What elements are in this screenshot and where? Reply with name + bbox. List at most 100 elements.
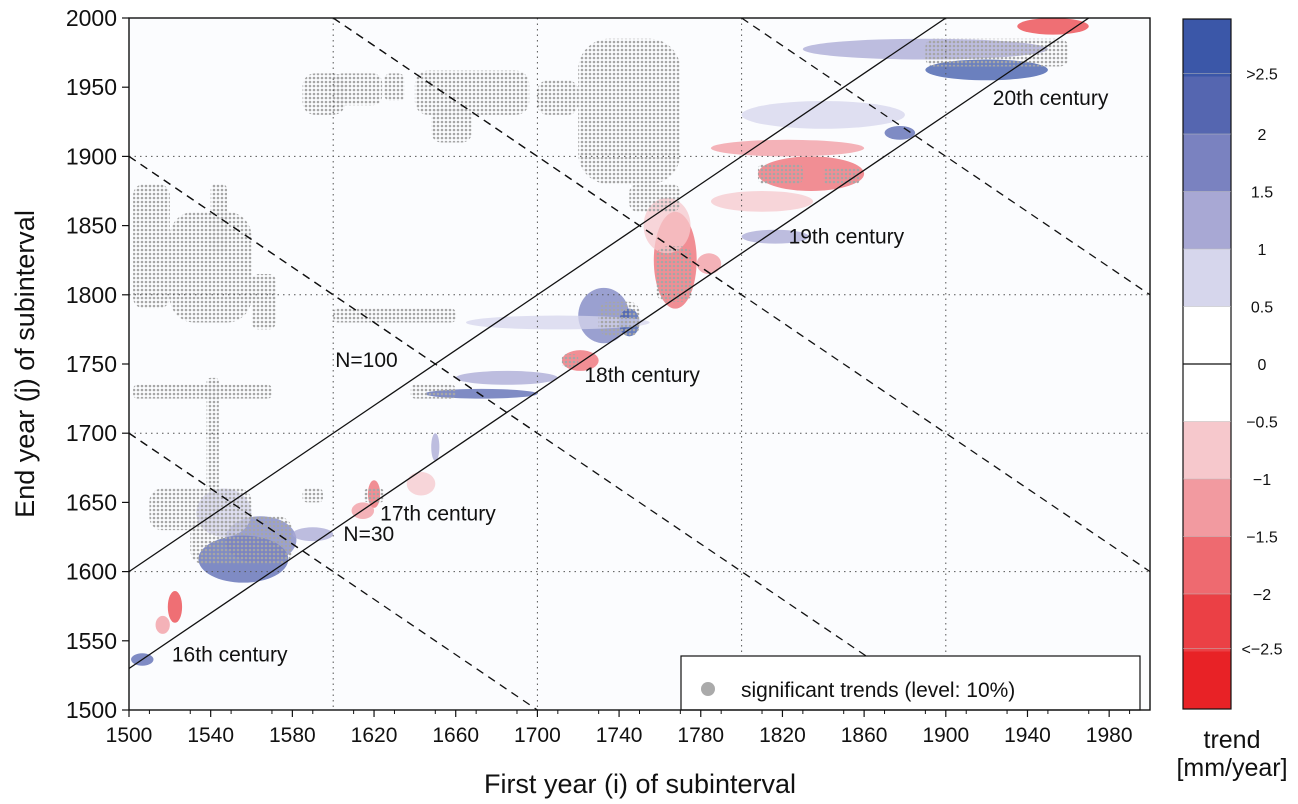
colorbar-tick-label: −0.5 xyxy=(1246,415,1278,432)
significant-trend-region xyxy=(302,488,323,503)
colorbar-tick-label: 0.5 xyxy=(1251,300,1273,317)
colorbar-band xyxy=(1183,479,1231,537)
trend-patch xyxy=(155,615,170,634)
x-tick-label: 1660 xyxy=(432,724,479,747)
trend-patch xyxy=(884,125,916,140)
colorbar-tick-label: 0 xyxy=(1258,357,1267,374)
in-plot-label: 20th century xyxy=(993,87,1109,110)
colorbar-tick-label: 1.5 xyxy=(1251,185,1273,202)
legend-box xyxy=(680,655,1141,711)
colorbar: >2.5 2 1.5 1 0.5 0 −0.5 −1 −1.5 −2 <−2.5 xyxy=(1182,18,1283,710)
trend-patch xyxy=(455,370,558,385)
colorbar-band xyxy=(1183,76,1231,134)
y-tick-label: 1800 xyxy=(66,282,117,308)
trend-patch xyxy=(710,139,865,157)
y-tick-label: 1900 xyxy=(66,143,117,169)
colorbar-tick-label: −2 xyxy=(1253,587,1271,604)
y-tick-label: 1550 xyxy=(66,628,117,654)
significant-trend-region xyxy=(384,73,405,102)
reference-lines xyxy=(129,18,1150,710)
colorbar-band xyxy=(1183,594,1231,652)
x-tick-label: 1780 xyxy=(677,724,724,747)
century-dashed-line xyxy=(332,18,1150,573)
y-tick-label: 1850 xyxy=(66,213,117,239)
y-tick-label: 1650 xyxy=(66,489,117,515)
x-axis-label: First year (i) of subinterval xyxy=(484,769,796,799)
trend-patch xyxy=(696,253,722,275)
significant-trend-region xyxy=(190,516,293,565)
significant-trend-region xyxy=(655,246,693,302)
trend-patch xyxy=(741,101,905,129)
y-tick-label: 1950 xyxy=(66,74,117,100)
x-tick-label: 1540 xyxy=(187,724,234,747)
x-tick-label: 1980 xyxy=(1086,724,1133,747)
significant-trend-region xyxy=(823,167,861,185)
trend-patch xyxy=(1017,18,1089,35)
y-axis-label: End year (j) of subinterval xyxy=(10,210,40,518)
century-dashed-line xyxy=(741,18,1150,296)
century-dashed-line xyxy=(129,155,947,710)
significant-trend-region xyxy=(251,274,277,330)
significant-trend-region xyxy=(333,308,456,323)
colorbar-band xyxy=(1183,651,1231,709)
colorbar-tick-label: 1 xyxy=(1258,242,1267,259)
in-plot-label: 17th century xyxy=(380,502,496,525)
x-tick-label: 1740 xyxy=(596,724,643,747)
reference-line xyxy=(129,18,1090,670)
colorbar-tick-label: 2 xyxy=(1258,127,1267,144)
colorbar-band xyxy=(1183,19,1231,77)
colorbar-tick-label: >2.5 xyxy=(1246,67,1278,84)
significant-trend-region xyxy=(210,184,228,254)
trend-patch xyxy=(167,590,183,623)
trend-patch xyxy=(431,433,440,461)
in-plot-label: N=100 xyxy=(335,349,397,372)
colorbar-title-line1: trend xyxy=(1204,726,1261,754)
significant-trend-region xyxy=(578,38,681,185)
significant-trend-region xyxy=(537,80,579,115)
colorbar-band xyxy=(1183,191,1231,249)
colorbar-band xyxy=(1183,134,1231,192)
colorbar-band xyxy=(1183,249,1231,307)
significant-trend-region xyxy=(333,73,383,106)
significant-trend-region xyxy=(925,38,1069,67)
reference-line xyxy=(129,18,947,573)
x-tick-label: 1900 xyxy=(922,724,969,747)
axes: 1500 1540 1580 1620 1660 1700 1740 1780 1820 1860… xyxy=(66,5,1133,747)
significance-regions xyxy=(133,38,1069,565)
y-tick-label: 1750 xyxy=(66,351,117,377)
trend-patch xyxy=(710,191,814,212)
in-plot-label: N=30 xyxy=(343,523,394,546)
significant-trend-region xyxy=(133,184,170,309)
in-plot-label: 16th century xyxy=(172,644,288,667)
significant-trend-region xyxy=(410,384,456,399)
colorbar-band xyxy=(1183,421,1231,479)
trend-patch xyxy=(741,229,809,244)
in-plot-labels: 16th century 17th century 18th century 19th… xyxy=(172,87,1109,666)
y-tick-label: 1600 xyxy=(66,559,117,585)
y-tick-label: 2000 xyxy=(66,5,117,31)
x-tick-label: 1500 xyxy=(106,724,153,747)
x-tick-label: 1860 xyxy=(841,724,888,747)
significant-trend-region xyxy=(757,163,803,185)
significant-trend-region xyxy=(363,488,385,503)
significant-trend-region xyxy=(133,384,272,399)
significant-trend-region xyxy=(598,301,640,337)
significant-trend-region xyxy=(629,184,681,212)
century-dashed-line xyxy=(129,432,538,710)
x-tick-label: 1700 xyxy=(514,724,561,747)
significant-trend-region xyxy=(431,107,473,143)
colorbar-tick-label: −1 xyxy=(1253,472,1271,489)
colorbar-band xyxy=(1183,306,1231,364)
in-plot-label: 18th century xyxy=(584,364,700,387)
y-tick-label: 1700 xyxy=(66,420,117,446)
colorbar-tick-label: <−2.5 xyxy=(1242,642,1283,659)
legend-text: significant trends (level: 10%) xyxy=(741,679,1015,702)
significant-trend-region xyxy=(561,354,579,367)
legend-marker-icon xyxy=(701,682,715,696)
significant-trend-region xyxy=(414,70,530,115)
colorbar-title-line2: [mm/year] xyxy=(1176,754,1287,782)
colorbar-band xyxy=(1183,536,1231,594)
trend-patch xyxy=(406,471,436,496)
x-tick-label: 1940 xyxy=(1004,724,1051,747)
